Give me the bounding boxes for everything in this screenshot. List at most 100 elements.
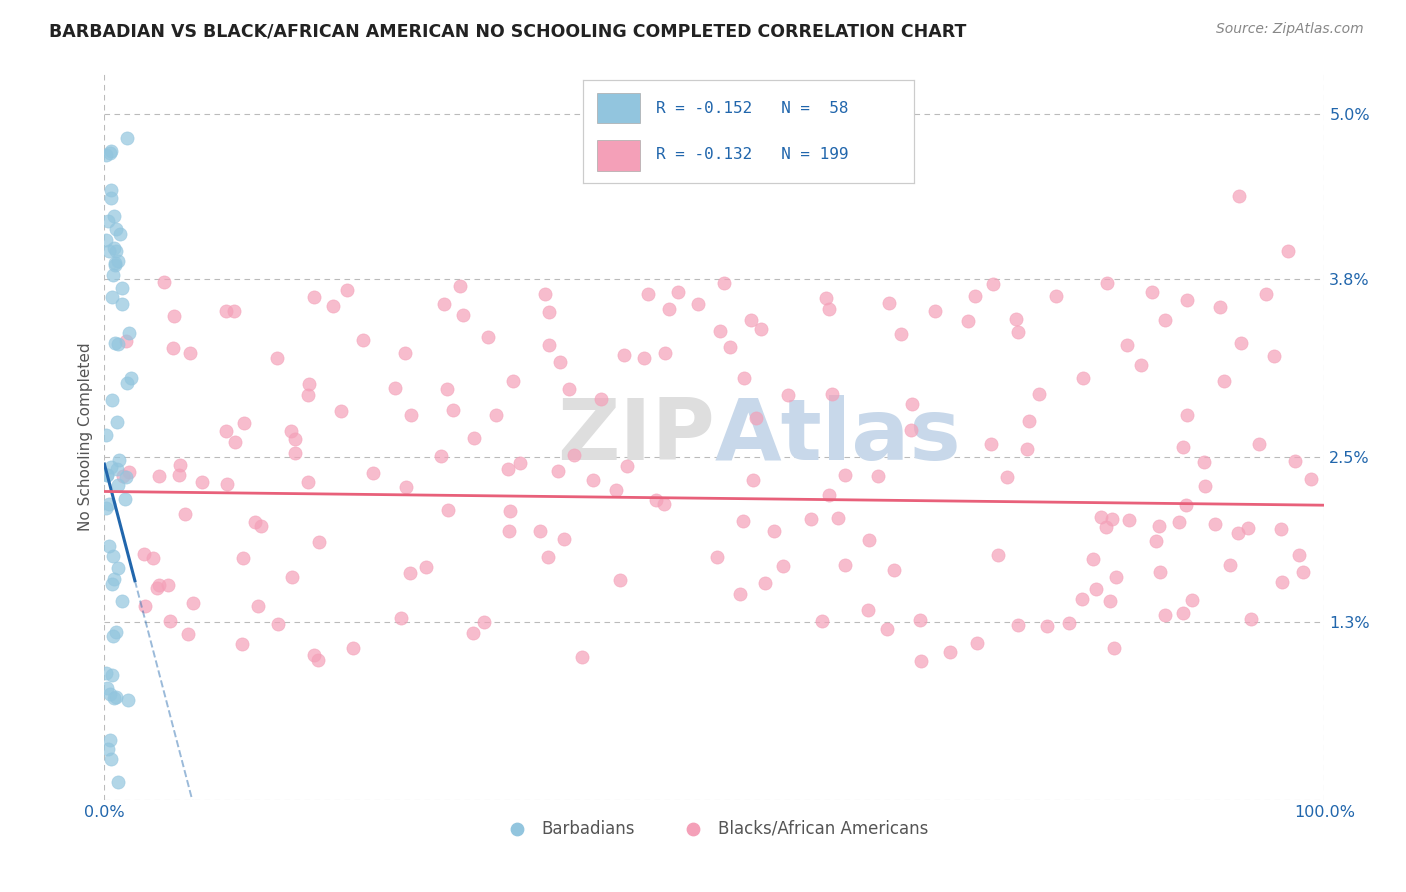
Point (706, 550, 728, 565)
Point (558, 382, 581, 396)
Point (107, 253, 129, 268)
Point (987, 548, 1010, 562)
Point (1101, 511, 1123, 525)
Point (157, 577, 180, 591)
Point (398, 566, 420, 580)
Point (1194, 479, 1216, 493)
Point (637, 286, 659, 301)
Point (117, 693, 139, 707)
Point (107, 774, 129, 789)
Point (890, 326, 912, 341)
Point (817, 488, 839, 502)
Point (308, 534, 330, 549)
Point (499, 504, 522, 518)
Point (1116, 338, 1139, 352)
Point (938, 645, 960, 659)
Point (1292, 565, 1315, 579)
Point (103, 572, 125, 586)
Point (609, 573, 631, 587)
Point (1239, 613, 1261, 627)
Point (115, 130, 138, 145)
Point (100, 459, 122, 474)
Point (96, 468, 118, 483)
Point (740, 312, 762, 326)
Point (115, 470, 138, 484)
Point (449, 279, 471, 293)
Point (115, 334, 138, 348)
Point (1171, 607, 1194, 621)
Point (159, 614, 181, 628)
Point (98, 540, 121, 554)
Point (654, 345, 676, 359)
Point (731, 515, 754, 529)
Point (1028, 387, 1050, 401)
Point (110, 281, 132, 295)
Point (134, 547, 156, 561)
Point (762, 524, 785, 539)
Point (94, 500, 117, 515)
Point (1247, 437, 1270, 451)
Point (1104, 570, 1126, 584)
Point (1284, 454, 1306, 468)
Point (1018, 414, 1040, 428)
Point (553, 532, 575, 546)
Point (232, 551, 254, 566)
Point (395, 480, 418, 494)
Point (302, 648, 325, 662)
Point (104, 256, 127, 270)
Point (1071, 371, 1094, 385)
Point (666, 285, 689, 300)
Point (441, 403, 464, 417)
Point (336, 284, 359, 298)
Point (547, 463, 569, 477)
Point (142, 550, 165, 565)
Point (148, 577, 170, 591)
Point (1104, 640, 1126, 655)
Point (537, 338, 560, 352)
Point (778, 388, 800, 402)
Point (281, 570, 304, 584)
Point (477, 330, 499, 344)
Point (1153, 313, 1175, 327)
Point (966, 636, 988, 650)
Point (105, 222, 128, 236)
Text: Atlas: Atlas (714, 395, 962, 478)
Text: R = -0.152   N =  58: R = -0.152 N = 58 (657, 101, 849, 116)
Point (613, 348, 636, 362)
Point (1204, 517, 1226, 532)
Point (217, 476, 239, 491)
Point (1142, 285, 1164, 300)
Point (307, 652, 329, 666)
Point (148, 469, 170, 483)
Point (498, 524, 520, 538)
Point (709, 324, 731, 338)
Point (496, 462, 519, 476)
Point (866, 468, 889, 483)
Point (924, 304, 946, 318)
Point (436, 382, 458, 396)
Point (1007, 618, 1029, 632)
Point (537, 549, 560, 564)
Point (352, 333, 374, 347)
Point (146, 581, 169, 595)
Point (1095, 276, 1118, 290)
Point (105, 462, 128, 476)
Point (233, 416, 256, 430)
Point (101, 629, 124, 643)
Point (399, 408, 422, 422)
Point (733, 371, 755, 385)
Point (1288, 548, 1310, 562)
Point (686, 297, 709, 311)
Point (910, 654, 932, 668)
Point (956, 314, 979, 328)
Point (101, 268, 124, 282)
Point (104, 336, 127, 351)
Point (858, 533, 880, 547)
Point (231, 637, 253, 651)
Point (174, 508, 197, 522)
Point (1213, 374, 1236, 388)
Point (821, 387, 844, 401)
Point (284, 432, 307, 446)
Point (1153, 608, 1175, 623)
Point (1181, 593, 1204, 607)
